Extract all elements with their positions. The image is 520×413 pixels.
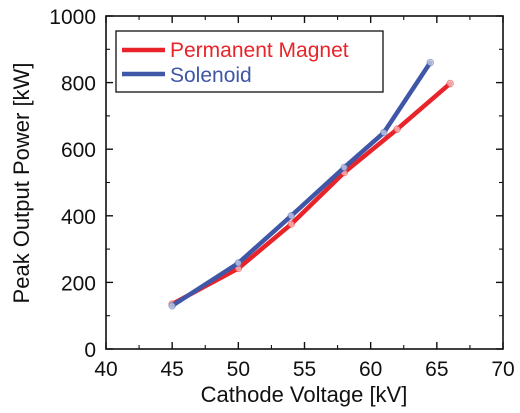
x-axis-label: Cathode Voltage [kV] xyxy=(201,382,408,407)
x-tick-label: 55 xyxy=(293,358,316,381)
data-point-permanent-magnet xyxy=(446,79,454,88)
data-point-solenoid xyxy=(168,301,176,310)
x-tick-label: 70 xyxy=(491,358,514,381)
legend-label-permanent-magnet: Permanent Magnet xyxy=(170,39,349,62)
y-tick-label: 600 xyxy=(61,139,96,162)
x-tick-label: 40 xyxy=(94,358,117,381)
y-axis-label: Peak Output Power [kW] xyxy=(9,63,34,304)
series-line-solenoid xyxy=(169,60,433,308)
data-point-permanent-magnet xyxy=(287,220,296,228)
legend-box xyxy=(115,30,384,93)
legend: Permanent Magnet Solenoid xyxy=(115,30,384,93)
data-point-solenoid xyxy=(340,163,349,172)
data-point-solenoid xyxy=(234,259,243,267)
y-tick-label: 400 xyxy=(61,206,96,229)
legend-label-solenoid: Solenoid xyxy=(170,64,252,87)
x-tick-label: 60 xyxy=(359,358,382,381)
data-point-solenoid xyxy=(287,212,296,220)
y-tick-label: 800 xyxy=(61,73,96,96)
y-tick-label: 0 xyxy=(84,339,96,362)
y-axis-ticks: 0 200 400 600 800 1000 xyxy=(49,6,503,362)
x-tick-label: 65 xyxy=(425,358,448,381)
data-point-solenoid xyxy=(380,128,388,137)
series-line-permanent-magnet xyxy=(169,81,453,307)
y-tick-label: 1000 xyxy=(49,6,96,29)
series-layer xyxy=(168,58,454,310)
x-tick-label: 45 xyxy=(160,358,183,381)
data-point-solenoid xyxy=(426,58,435,67)
x-tick-label: 50 xyxy=(227,358,250,381)
x-axis-ticks: 40 45 50 55 60 65 70 xyxy=(94,16,515,381)
y-tick-label: 200 xyxy=(61,272,96,295)
data-point-permanent-magnet xyxy=(393,125,401,134)
